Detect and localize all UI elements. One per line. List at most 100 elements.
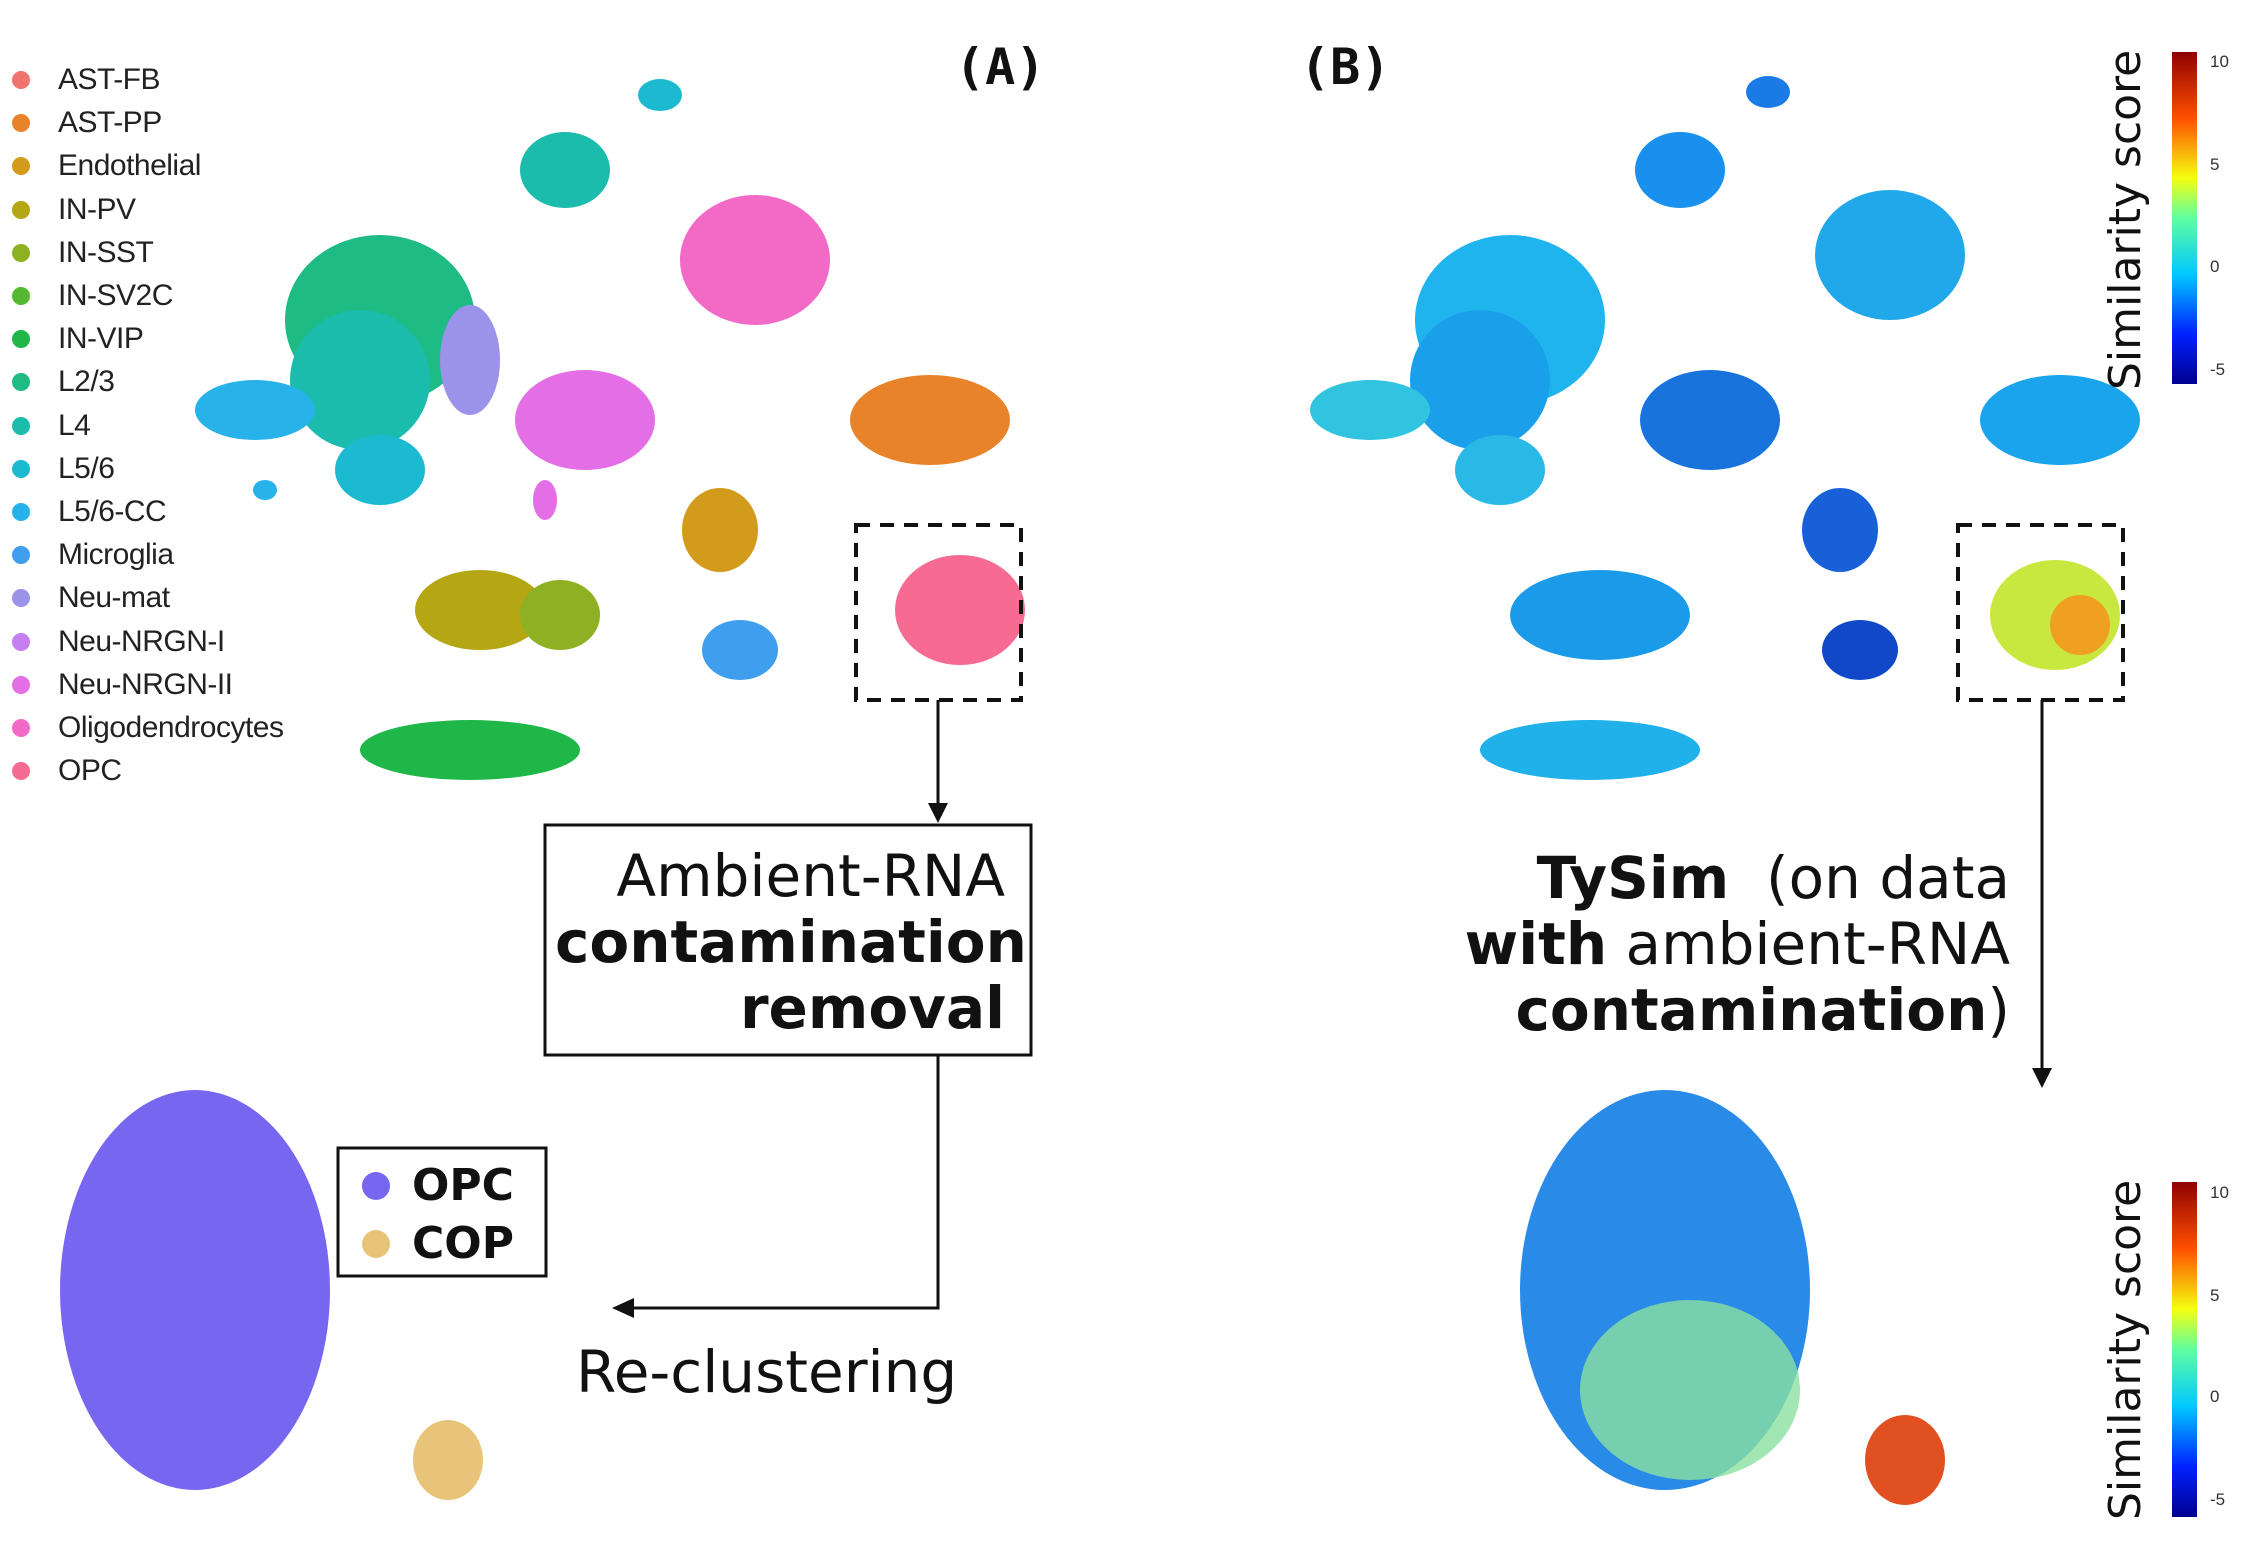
cluster-microglia <box>702 620 778 680</box>
cop-recluster <box>413 1420 483 1500</box>
legend-label: L5/6-CC <box>58 495 167 528</box>
colorbar-top <box>2172 52 2197 384</box>
b-opc-hot <box>2050 595 2110 655</box>
cluster-neumat <box>440 305 500 415</box>
legend-item: L2/3 <box>12 362 115 402</box>
legend-label: Neu-NRGN-I <box>58 624 225 658</box>
legend-dot <box>12 632 30 651</box>
cbar-bottom-tick-m5: -5 <box>2210 1490 2226 1509</box>
b-microglia <box>1822 620 1898 680</box>
legend-item: L5/6 <box>12 449 115 489</box>
legend-item: IN-PV <box>12 190 136 230</box>
cbar-top-tick-0: 0 <box>2210 257 2220 276</box>
b-neunrgn <box>1640 370 1780 470</box>
legend-label: Neu-mat <box>58 581 170 615</box>
cluster-small <box>253 480 277 500</box>
cluster-oligo <box>680 195 830 325</box>
cluster-invip <box>360 720 580 780</box>
colorbar-title-top: Similarity score <box>2100 49 2151 390</box>
b-endo <box>1802 488 1878 572</box>
colorbar-bottom <box>2172 1182 2197 1517</box>
tysim-word4: ambient-RNA <box>1625 910 2010 978</box>
legend-label: IN-VIP <box>58 322 144 356</box>
legend-dot <box>12 243 30 262</box>
cop-dot <box>362 1229 390 1258</box>
b-l56 <box>1746 76 1790 108</box>
legend-dot <box>12 416 30 435</box>
cluster-neunrgni <box>533 480 557 520</box>
cbar-bottom-tick-0: 0 <box>2210 1387 2220 1406</box>
legend-dot <box>12 330 30 349</box>
cluster-inpv <box>415 570 545 650</box>
legend-dot <box>12 114 30 133</box>
tysim-word5: contamination <box>1515 976 1988 1044</box>
legend-dot <box>12 762 30 781</box>
legend-item: AST-FB <box>12 60 161 100</box>
b-l56cc <box>1310 380 1430 440</box>
legend-label: IN-SV2C <box>58 279 173 312</box>
legend-dot <box>12 503 30 521</box>
dashed-box-a <box>854 523 1023 702</box>
legend-label: Endothelial <box>58 149 201 183</box>
legend-dot <box>12 200 30 219</box>
legend-label: L5/6 <box>58 451 115 485</box>
b-l56cc-2 <box>1455 435 1545 505</box>
cbar-bottom-tick-5: 5 <box>2210 1286 2220 1305</box>
b-opc-recluster-warm <box>1580 1300 1800 1480</box>
cluster-l56cc <box>195 380 315 440</box>
legend-label: Neu-NRGN-II <box>58 667 233 701</box>
cluster-neu-nrgn-ii <box>515 370 655 470</box>
legend-dot <box>12 546 30 565</box>
legend-label: IN-PV <box>58 192 136 226</box>
b-l23b <box>1410 310 1550 450</box>
cluster-opc <box>895 555 1025 665</box>
b-cop-recluster <box>1865 1415 1945 1505</box>
tysim-word6: ) <box>1987 976 2010 1044</box>
legend-dot <box>12 287 30 305</box>
legend-item: IN-VIP <box>12 319 144 359</box>
legend-label: IN-SST <box>58 235 154 269</box>
arrowhead-a-left <box>612 1298 634 1318</box>
legend-dot <box>12 589 30 608</box>
legend-item: AST-PP <box>12 103 162 143</box>
tysim-word3: with <box>1464 910 1608 978</box>
subcluster-legend-opc: OPC <box>362 1160 514 1211</box>
b-oligo <box>1815 190 1965 320</box>
box-a <box>543 823 1033 1057</box>
umap-b <box>1310 76 2140 780</box>
panel-label-b: (B) <box>1300 38 1391 96</box>
legend-item: OPC <box>12 751 122 791</box>
legend-item: Oligodendrocytes <box>12 708 284 748</box>
cop-label: COP <box>412 1218 514 1269</box>
b-invip <box>1480 720 1700 780</box>
cbar-top-tick-5: 5 <box>2210 155 2220 174</box>
legend-dot <box>12 719 30 737</box>
b-l4 <box>1635 132 1725 208</box>
legend-label: OPC <box>58 754 122 788</box>
colorbar-title-bottom: Similarity score <box>2100 1179 2151 1520</box>
cluster-endothelial <box>682 488 758 572</box>
legend-item: Neu-NRGN-I <box>12 622 225 662</box>
legend-item: L5/6-CC <box>12 492 167 532</box>
legend-label: Microglia <box>58 538 174 572</box>
legend-item: IN-SV2C <box>12 276 173 316</box>
legend-dot <box>12 157 30 176</box>
opc-label: OPC <box>412 1160 514 1211</box>
legend-item: Endothelial <box>12 146 201 186</box>
legend-dot <box>12 71 30 89</box>
cluster-l56 <box>638 79 682 111</box>
legend-dot <box>12 675 30 694</box>
reclustering-label: Re-clustering <box>576 1338 958 1406</box>
tysim-word1: TySim <box>1536 844 1730 912</box>
legend-dot <box>12 373 30 392</box>
box-a-line3: removal <box>739 974 1005 1042</box>
legend-label: AST-PP <box>58 106 162 140</box>
legend-label: AST-FB <box>58 63 161 96</box>
box-a-text: Ambient-RNA contamination removal <box>555 842 1027 1042</box>
opc-dot <box>362 1171 390 1200</box>
arrow-a-recluster <box>632 1055 940 1310</box>
opc-recluster <box>60 1090 330 1490</box>
box-a-line1: Ambient-RNA <box>616 842 1005 910</box>
